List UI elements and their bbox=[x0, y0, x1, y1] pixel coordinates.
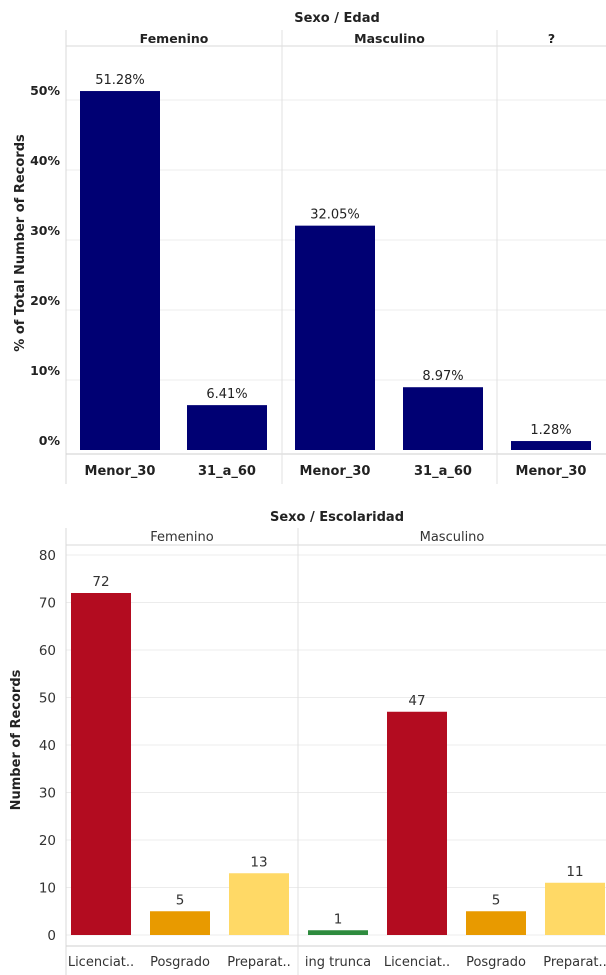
y-tick-label: 20 bbox=[39, 833, 56, 849]
data-label: 72 bbox=[92, 574, 109, 590]
panel-header: Femenino bbox=[150, 530, 214, 545]
x-tick-label: ing trunca bbox=[305, 955, 371, 970]
data-label: 1 bbox=[334, 911, 343, 927]
chart2-y-axis-label: Number of Records bbox=[9, 669, 24, 810]
panel-3: ? 1.28% Menor_30 bbox=[496, 30, 591, 484]
data-label: 32.05% bbox=[310, 208, 360, 223]
y-tick-label: 60 bbox=[39, 643, 56, 659]
x-tick-label: Posgrado bbox=[150, 955, 210, 970]
y-tick-label: 80 bbox=[39, 548, 56, 564]
data-label: 13 bbox=[250, 854, 267, 870]
x-tick-label: Licenciat.. bbox=[384, 955, 450, 970]
bar[interactable] bbox=[187, 405, 267, 450]
x-tick-label: 31_a_60 bbox=[414, 464, 472, 479]
bar[interactable] bbox=[511, 441, 591, 450]
data-label: 5 bbox=[492, 892, 501, 908]
y-tick-label: 50% bbox=[30, 83, 60, 98]
panel-2: Masculino 1 ing trunca 47 Licenciat.. 5 Posgra… bbox=[297, 528, 606, 975]
y-tick-label: 30 bbox=[39, 786, 56, 802]
panel-header: ? bbox=[548, 31, 555, 46]
panel-1: Femenino 72 Licenciat.. 5 Posgrado 13 Preparat… bbox=[68, 530, 291, 970]
chart1-title: Sexo / Edad bbox=[294, 11, 380, 26]
chart-sexo-edad: Sexo / Edad % of Total Number of Records… bbox=[13, 11, 606, 484]
x-tick-label: Menor_30 bbox=[516, 464, 587, 479]
y-tick-label: 10% bbox=[30, 363, 60, 378]
chart-sexo-escolaridad: Sexo / Escolaridad Number of Records Fem… bbox=[9, 510, 606, 975]
panel-2: Masculino 32.05% Menor_30 8.97% 31_a_60 bbox=[281, 30, 483, 484]
x-tick-label: Preparat.. bbox=[227, 955, 291, 970]
data-label: 5 bbox=[176, 892, 185, 908]
bar[interactable] bbox=[466, 911, 526, 935]
y-tick-label: 30% bbox=[30, 223, 60, 238]
x-tick-label: 31_a_60 bbox=[198, 464, 256, 479]
y-tick-label: 0% bbox=[39, 433, 61, 448]
bar[interactable] bbox=[80, 91, 160, 450]
data-label: 1.28% bbox=[530, 423, 571, 438]
x-tick-label: Licenciat.. bbox=[68, 955, 134, 970]
bar[interactable] bbox=[308, 930, 368, 935]
y-tick-label: 10 bbox=[39, 881, 56, 897]
bar[interactable] bbox=[229, 873, 289, 935]
y-tick-label: 50 bbox=[39, 691, 56, 707]
x-tick-label: Preparat.. bbox=[543, 955, 606, 970]
chart2-gridlines bbox=[65, 528, 606, 975]
panel-header: Masculino bbox=[420, 530, 485, 545]
panel-header: Masculino bbox=[354, 31, 425, 46]
panel-1: Femenino 51.28% Menor_30 6.41% 31_a_60 bbox=[80, 31, 267, 479]
data-label: 8.97% bbox=[422, 369, 463, 384]
y-tick-label: 40% bbox=[30, 153, 60, 168]
x-tick-label: Menor_30 bbox=[85, 464, 156, 479]
panel-header: Femenino bbox=[140, 31, 209, 46]
y-tick-label: 70 bbox=[39, 596, 56, 612]
chart2-panels: Femenino 72 Licenciat.. 5 Posgrado 13 Preparat… bbox=[68, 528, 606, 975]
data-label: 47 bbox=[408, 693, 425, 709]
bar[interactable] bbox=[387, 711, 447, 935]
bar[interactable] bbox=[295, 225, 375, 450]
data-label: 6.41% bbox=[206, 387, 247, 402]
bar[interactable] bbox=[545, 882, 605, 935]
chart2-y-ticks: 0 10 20 30 40 50 60 70 80 bbox=[39, 548, 56, 944]
bar[interactable] bbox=[403, 387, 483, 450]
y-tick-label: 20% bbox=[30, 293, 60, 308]
bar[interactable] bbox=[71, 593, 131, 935]
bar[interactable] bbox=[150, 911, 210, 935]
chart1-y-ticks: 0% 10% 20% 30% 40% 50% bbox=[30, 83, 60, 448]
data-label: 51.28% bbox=[95, 73, 145, 88]
x-tick-label: Menor_30 bbox=[300, 464, 371, 479]
data-label: 11 bbox=[566, 864, 583, 880]
y-tick-label: 0 bbox=[47, 928, 56, 944]
x-tick-label: Posgrado bbox=[466, 955, 526, 970]
chart1-y-axis-label: % of Total Number of Records bbox=[13, 134, 28, 352]
chart2-title: Sexo / Escolaridad bbox=[270, 510, 404, 525]
y-tick-label: 40 bbox=[39, 738, 56, 754]
chart1-panels: Femenino51.28%Menor_306.41%31_a_60Mascul… bbox=[80, 30, 591, 484]
